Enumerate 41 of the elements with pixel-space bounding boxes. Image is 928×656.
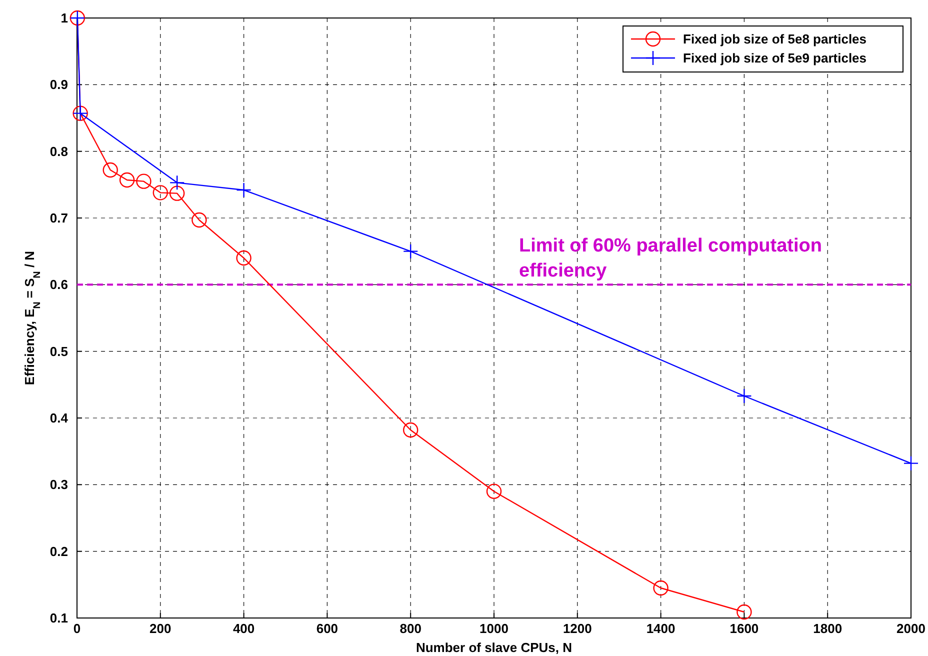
point <box>102 162 118 178</box>
point <box>403 422 418 438</box>
point <box>169 186 185 201</box>
y-tick-label: 0.5 <box>50 344 68 359</box>
point <box>169 175 185 190</box>
y-tick-label: 0.7 <box>50 210 68 226</box>
x-axis-title: Number of slave CPUs, N <box>416 640 572 655</box>
legend-label: Fixed job size of 5e8 particles <box>683 32 867 47</box>
point <box>152 185 168 200</box>
point <box>903 456 919 471</box>
y-tick-label: 0.2 <box>50 544 68 559</box>
point <box>236 182 252 198</box>
x-tick-label: 400 <box>232 621 255 636</box>
point <box>486 484 502 499</box>
y-tick-label: 0.4 <box>50 410 69 426</box>
point <box>736 388 752 404</box>
point <box>192 212 207 228</box>
x-tick-label: 1600 <box>730 621 759 636</box>
point <box>653 580 668 596</box>
point <box>236 250 252 266</box>
y-tick-label: 0.8 <box>50 144 68 159</box>
x-tick-label: 1400 <box>646 621 676 636</box>
point <box>736 604 752 620</box>
x-tick-label: 2000 <box>896 621 926 636</box>
x-tick-label: 1200 <box>562 621 592 636</box>
x-tick-label: 1000 <box>480 621 508 636</box>
point <box>403 244 418 259</box>
y-tick-label: 0.3 <box>50 477 68 492</box>
point <box>136 174 152 189</box>
x-tick-label: 200 <box>150 621 172 636</box>
y-tick-label: 0.1 <box>50 610 68 626</box>
x-tick-label: 800 <box>400 621 422 636</box>
point <box>119 172 135 188</box>
y-tick-label: 0.6 <box>50 277 68 292</box>
x-tick-label: 1800 <box>813 621 842 636</box>
y-tick-label: 0.9 <box>50 77 68 92</box>
legend-label: Fixed job size of 5e9 particles <box>683 50 867 66</box>
x-tick-label: 600 <box>316 621 338 636</box>
x-tick-label: 0 <box>73 621 81 636</box>
y-tick-label: 1 <box>60 10 68 26</box>
ref-line-label: Limit of 60% parallel computation efficiency <box>519 236 822 282</box>
